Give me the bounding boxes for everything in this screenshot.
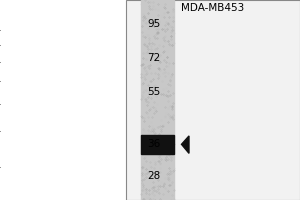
Bar <box>141 0 174 200</box>
Text: 55: 55 <box>147 87 161 97</box>
Text: MDA-MB453: MDA-MB453 <box>182 3 244 13</box>
Text: 95: 95 <box>147 19 161 29</box>
Text: 36: 36 <box>147 139 161 149</box>
Bar <box>141 135 174 154</box>
Text: 72: 72 <box>147 53 161 63</box>
FancyBboxPatch shape <box>126 0 300 200</box>
Polygon shape <box>182 136 189 153</box>
Text: 28: 28 <box>147 171 161 181</box>
